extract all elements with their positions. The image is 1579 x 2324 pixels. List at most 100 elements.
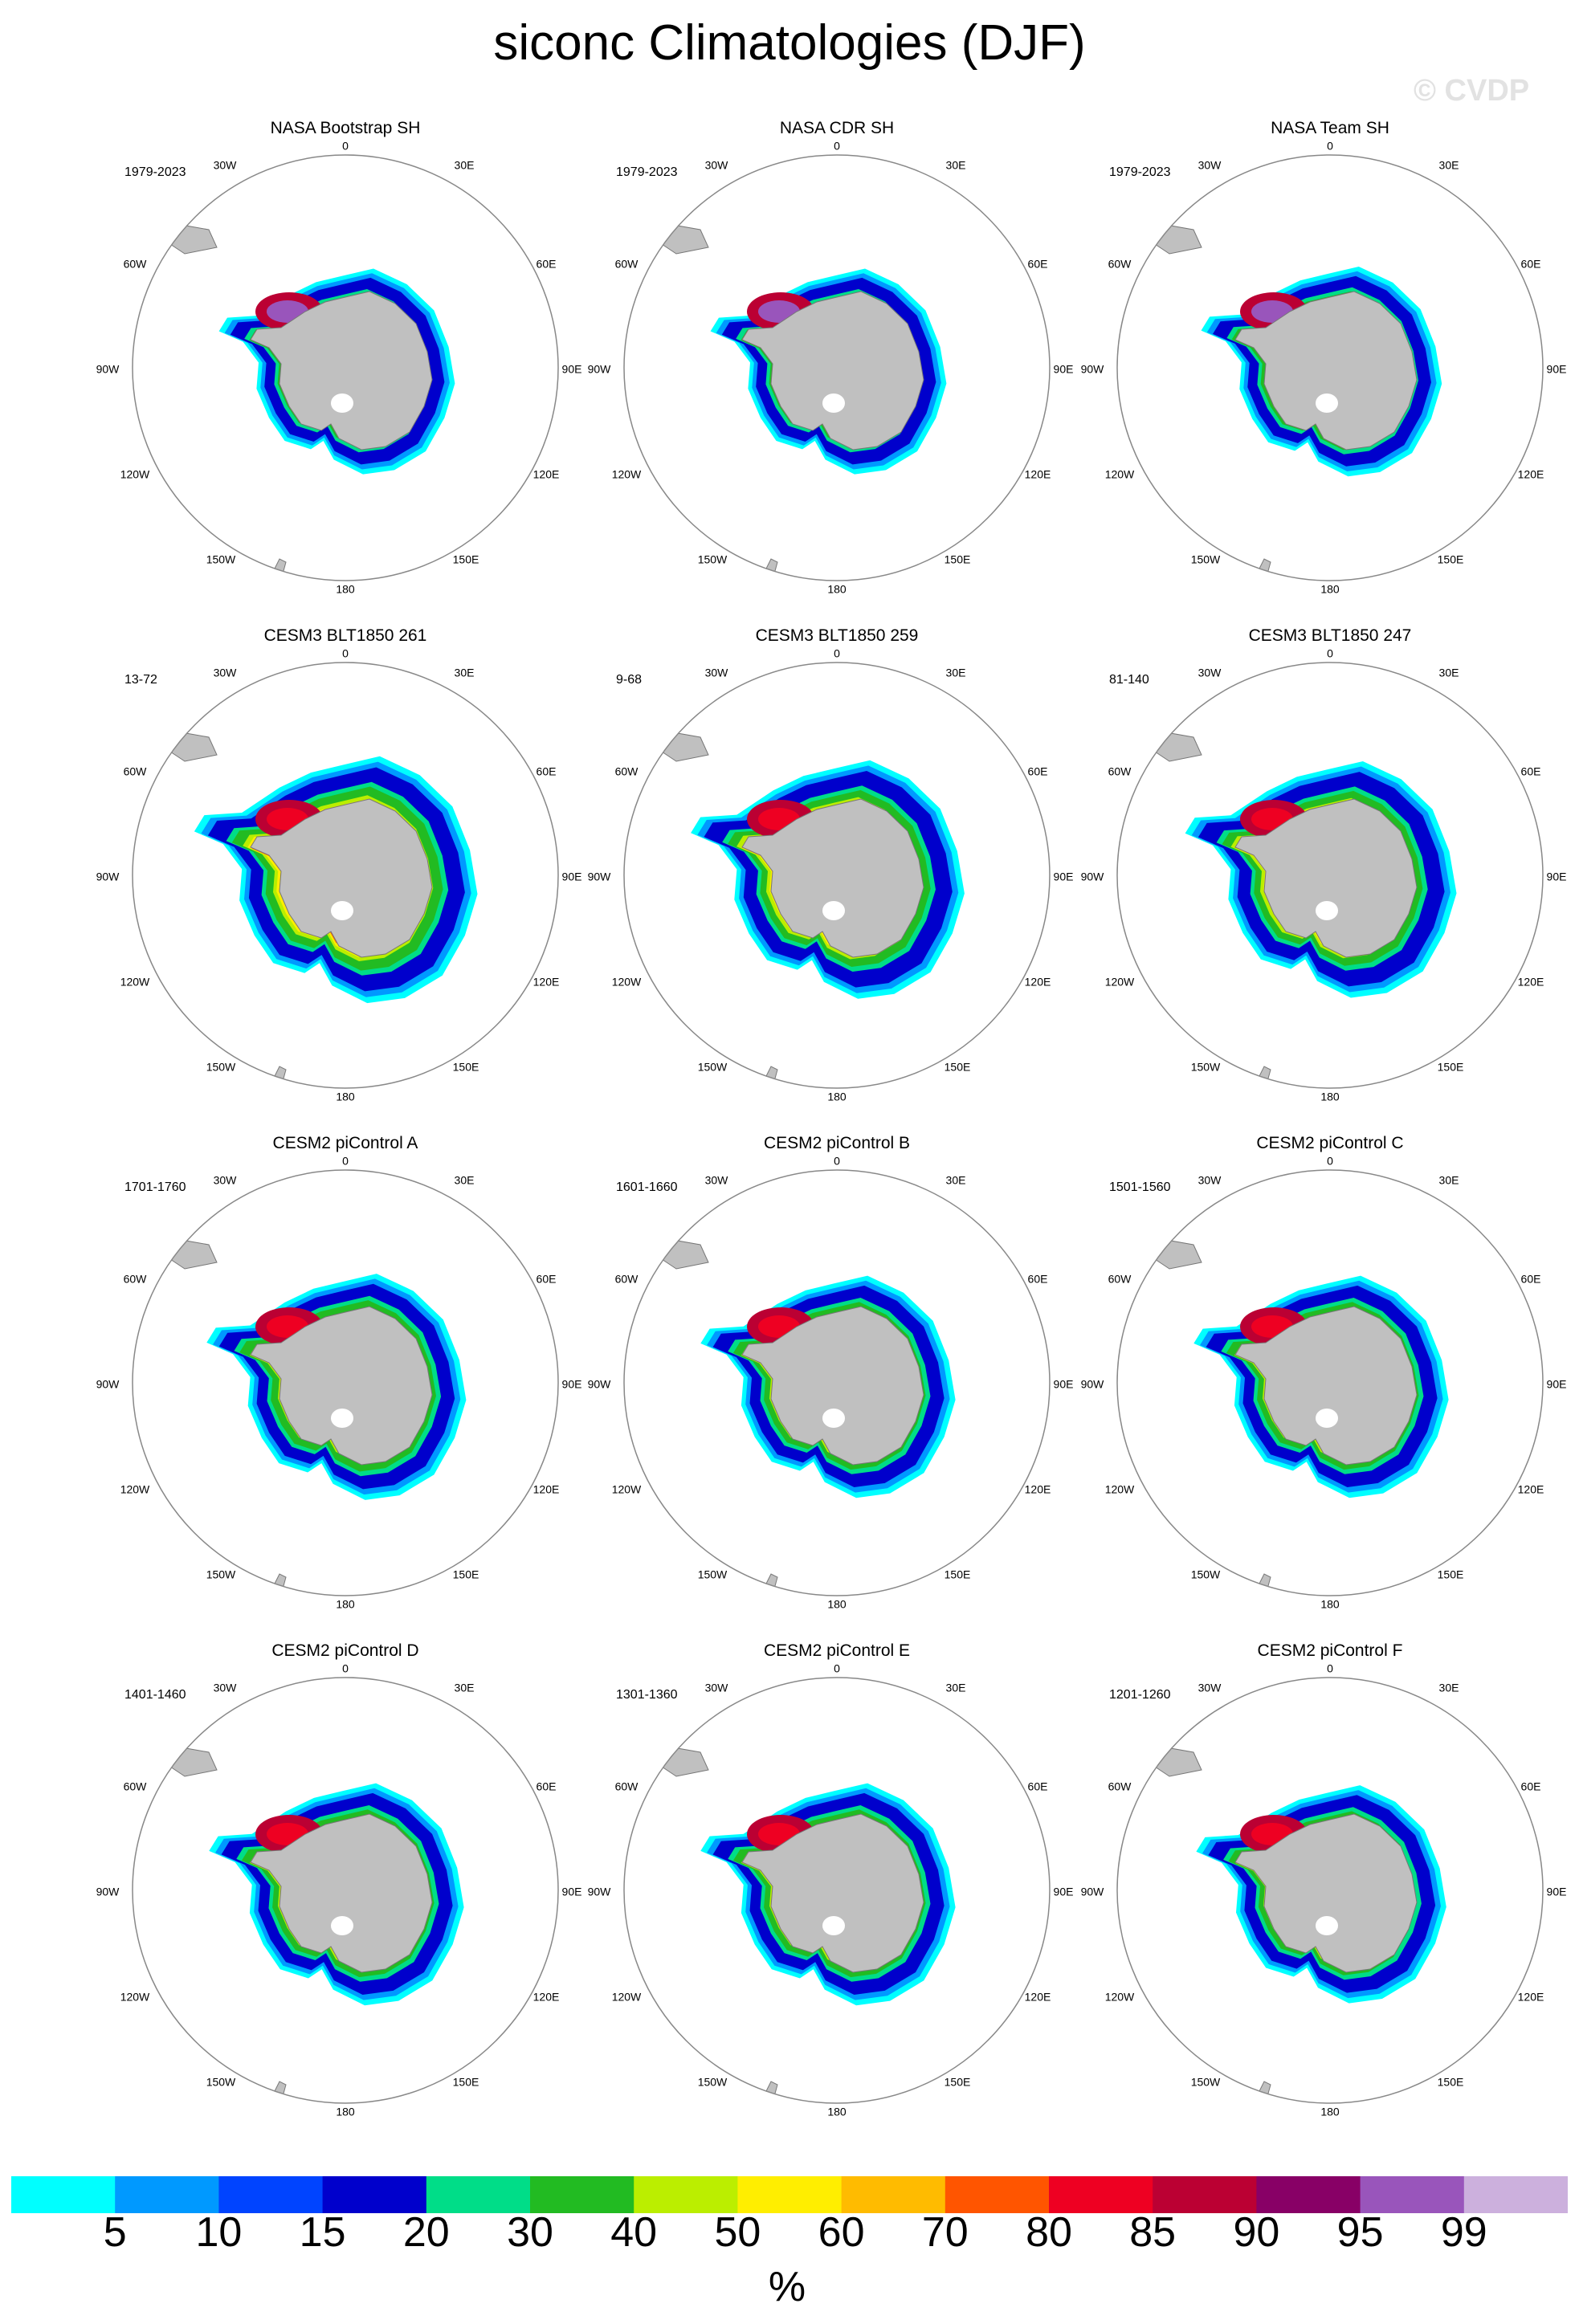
panel-period: 81-140 — [1109, 673, 1149, 687]
longitude-label: 30W — [705, 667, 729, 679]
polar-map: 0 30E 60E 90E 120E 150E 180 150W 120W 90W 60W 30W — [1081, 1155, 1567, 1611]
longitude-label: 120E — [533, 1483, 560, 1496]
longitude-label: 30W — [214, 1682, 238, 1694]
longitude-label: 60W — [615, 1273, 639, 1286]
tasmania-land — [971, 531, 984, 548]
longitude-label: 90E — [562, 870, 582, 883]
longitude-label: 30E — [946, 1174, 966, 1187]
longitude-label: 120W — [120, 976, 150, 989]
longitude-label: 120W — [612, 468, 642, 481]
map-boundary — [132, 1169, 559, 1596]
longitude-label: 60W — [615, 765, 639, 778]
colorbar-segment — [530, 2176, 634, 2213]
polar-map: 0 30E 60E 90E 120E 150E 180 150W 120W 90W 60W 30W — [96, 1155, 582, 1611]
longitude-label: 150W — [1191, 2076, 1221, 2089]
longitude-label: 120E — [1518, 1991, 1544, 2004]
longitude-label: 150W — [1191, 553, 1221, 566]
longitude-label: 30W — [705, 1682, 729, 1694]
watermark: © CVDP — [1414, 74, 1530, 108]
longitude-label: 60W — [1108, 1273, 1132, 1286]
longitude-label: 30W — [705, 159, 729, 172]
longitude-label: 120E — [1025, 1991, 1051, 2004]
south-america-land — [153, 698, 218, 762]
colorbar-segment — [1360, 2176, 1465, 2213]
longitude-label: 90W — [1081, 870, 1105, 883]
longitude-label: 0 — [1327, 1155, 1333, 1168]
longitude-label: 180 — [1320, 1091, 1340, 1103]
panel-period: 1301-1360 — [616, 1688, 678, 1702]
map-boundary — [623, 1169, 1051, 1596]
longitude-label: 30E — [946, 1682, 966, 1694]
panel-title: CESM2 piControl A — [272, 1134, 418, 1152]
panel-title: NASA Bootstrap SH — [270, 119, 421, 137]
longitude-label: 30W — [214, 1174, 238, 1187]
longitude-label: 120E — [1025, 1483, 1051, 1496]
colorbar-tick: 20 — [402, 2209, 450, 2256]
longitude-label: 180 — [336, 1091, 355, 1103]
south-america-land — [1138, 698, 1202, 762]
panel-period: 1501-1560 — [1109, 1180, 1171, 1194]
colorbar-segment — [115, 2176, 219, 2213]
colorbar-segment — [634, 2176, 738, 2213]
longitude-label: 120E — [533, 976, 560, 989]
longitude-label: 120W — [120, 468, 150, 481]
longitude-label: 90E — [1547, 363, 1567, 376]
panel-title: CESM3 BLT1850 261 — [263, 626, 427, 645]
polar-map: 0 30E 60E 90E 120E 150E 180 150W 120W 90W 60W 30W — [96, 647, 582, 1103]
longitude-label: 90W — [96, 870, 120, 883]
longitude-label: 30W — [1198, 159, 1222, 172]
longitude-label: 180 — [827, 1598, 847, 1611]
longitude-label: 180 — [336, 583, 355, 596]
longitude-label: 90W — [96, 1886, 120, 1898]
longitude-label: 60E — [1521, 1273, 1541, 1286]
antarctica-land — [250, 291, 433, 451]
tasmania-land — [971, 1038, 984, 1056]
longitude-label: 30W — [705, 1174, 729, 1187]
colorbar-tick: 99 — [1440, 2209, 1487, 2256]
map-panel: 0 30E 60E 90E 120E 150E 180 150W 120W 90W 60W 30W NA… — [580, 119, 1094, 617]
panel-period: 1979-2023 — [124, 165, 186, 179]
map-panel: 0 30E 60E 90E 120E 150E 180 150W 120W 90W 60W 30W CE… — [1073, 1134, 1579, 1632]
longitude-label: 180 — [1320, 1598, 1340, 1611]
longitude-label: 150W — [698, 2076, 728, 2089]
longitude-label: 180 — [827, 2106, 847, 2118]
tasmania-land — [479, 1038, 492, 1056]
panel-period: 1979-2023 — [616, 165, 678, 179]
south-america-land — [645, 1713, 709, 1777]
antarctica-land — [741, 1306, 924, 1466]
longitude-label: 90E — [1054, 363, 1074, 376]
south-america-land — [645, 1205, 709, 1270]
colorbar-segment — [737, 2176, 843, 2213]
longitude-label: 90W — [588, 363, 612, 376]
longitude-label: 120W — [612, 1483, 642, 1496]
polar-map: 0 30E 60E 90E 120E 150E 180 150W 120W 90W 60W 30W — [588, 1662, 1074, 2118]
longitude-label: 150W — [1191, 1061, 1221, 1074]
colorbar-tick: 95 — [1336, 2209, 1384, 2256]
antarctica-land — [741, 291, 924, 451]
new-zealand-land — [266, 1066, 287, 1088]
colorbar-segment — [1463, 2176, 1568, 2213]
polar-map: 0 30E 60E 90E 120E 150E 180 150W 120W 90W 60W 30W — [588, 140, 1074, 596]
panel-title: CESM3 BLT1850 259 — [755, 626, 919, 645]
antarctica-land — [250, 1306, 433, 1466]
longitude-label: 150E — [453, 1061, 479, 1074]
longitude-label: 150E — [945, 553, 971, 566]
longitude-label: 150W — [1191, 1568, 1221, 1581]
longitude-label: 60E — [1521, 258, 1541, 271]
longitude-label: 30W — [1198, 1174, 1222, 1187]
longitude-label: 90W — [588, 1886, 612, 1898]
polar-map: 0 30E 60E 90E 120E 150E 180 150W 120W 90W 60W 30W — [588, 647, 1074, 1103]
colorbar-tick: 85 — [1129, 2209, 1177, 2256]
map-panel: 0 30E 60E 90E 120E 150E 180 150W 120W 90W 60W 30W NA… — [88, 119, 602, 617]
longitude-label: 90E — [562, 1886, 582, 1898]
longitude-label: 60W — [124, 1780, 148, 1793]
panel-title: NASA CDR SH — [779, 119, 895, 137]
longitude-label: 60E — [1028, 258, 1048, 271]
colorbar-tick: 5 — [103, 2209, 127, 2256]
colorbar-tick: 80 — [1026, 2209, 1072, 2256]
longitude-label: 120W — [612, 976, 642, 989]
tasmania-land — [971, 2053, 984, 2071]
colorbar-segment — [945, 2176, 1050, 2213]
longitude-label: 120E — [533, 1991, 560, 2004]
longitude-label: 90W — [1081, 1378, 1105, 1391]
